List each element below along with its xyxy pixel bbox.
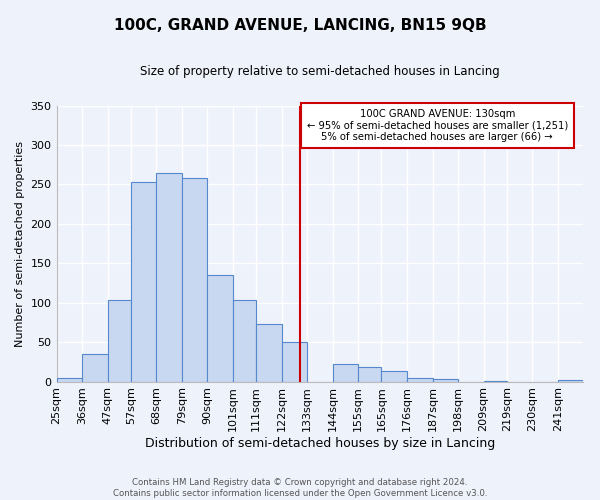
Bar <box>56 378 82 382</box>
Bar <box>382 372 407 382</box>
Bar <box>82 354 107 382</box>
Bar <box>558 380 583 382</box>
Text: 100C, GRAND AVENUE, LANCING, BN15 9QB: 100C, GRAND AVENUE, LANCING, BN15 9QB <box>113 18 487 32</box>
Bar <box>208 275 233 382</box>
Bar <box>407 378 433 382</box>
Bar <box>281 342 307 382</box>
Y-axis label: Number of semi-detached properties: Number of semi-detached properties <box>15 140 25 346</box>
Bar <box>433 379 458 382</box>
Text: 100C GRAND AVENUE: 130sqm
← 95% of semi-detached houses are smaller (1,251)
5% o: 100C GRAND AVENUE: 130sqm ← 95% of semi-… <box>307 108 568 142</box>
Bar <box>484 381 507 382</box>
Bar <box>256 324 281 382</box>
Bar <box>182 178 208 382</box>
Title: Size of property relative to semi-detached houses in Lancing: Size of property relative to semi-detach… <box>140 65 500 78</box>
Bar <box>157 172 182 382</box>
X-axis label: Distribution of semi-detached houses by size in Lancing: Distribution of semi-detached houses by … <box>145 437 495 450</box>
Bar <box>333 364 358 382</box>
Bar <box>233 300 256 382</box>
Bar <box>358 366 382 382</box>
Bar <box>131 182 157 382</box>
Text: Contains HM Land Registry data © Crown copyright and database right 2024.
Contai: Contains HM Land Registry data © Crown c… <box>113 478 487 498</box>
Bar <box>107 300 131 382</box>
